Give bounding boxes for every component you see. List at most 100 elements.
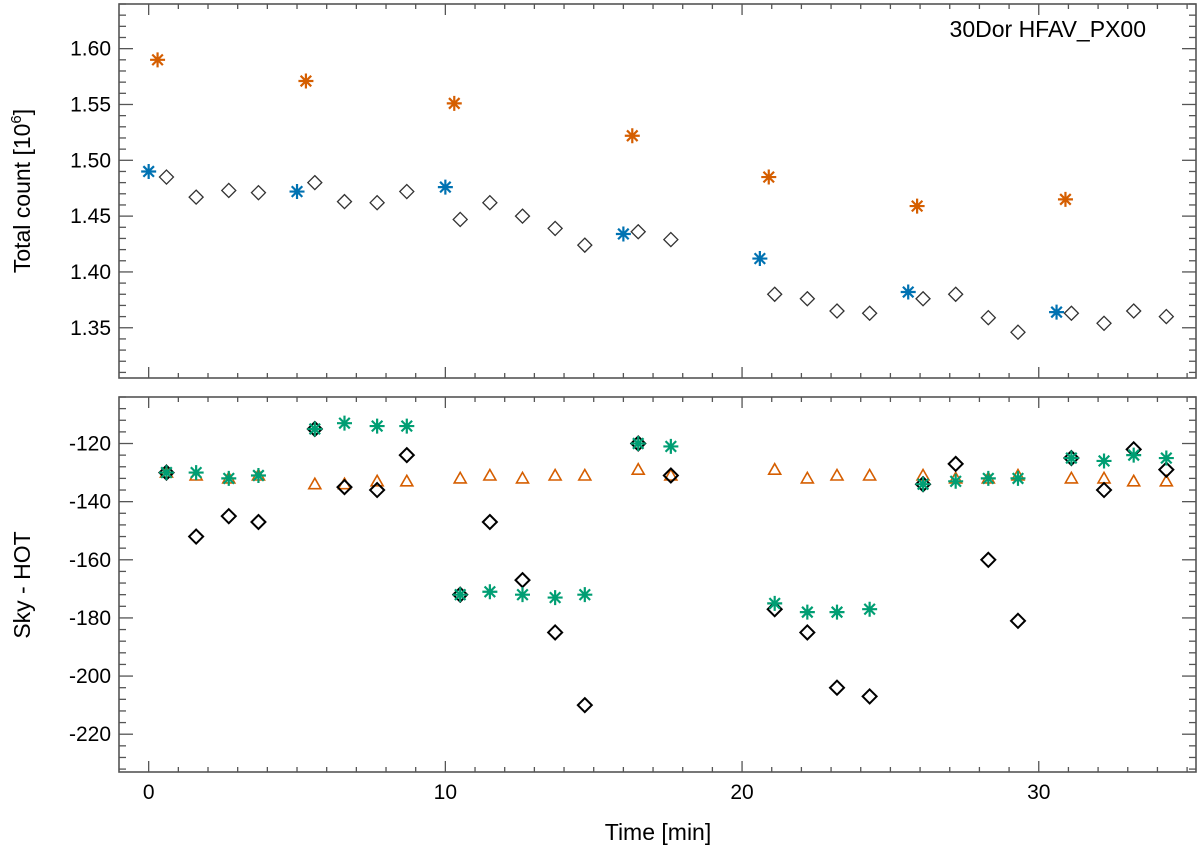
data-point xyxy=(452,211,469,228)
data-point xyxy=(662,467,680,484)
y-tick-label: -160 xyxy=(69,549,111,572)
data-point xyxy=(767,595,783,611)
data-point xyxy=(861,305,878,322)
data-point xyxy=(577,587,593,603)
data-point xyxy=(576,696,594,714)
data-point xyxy=(1063,450,1079,466)
data-point xyxy=(1009,612,1027,630)
data-point xyxy=(799,290,816,307)
data-point xyxy=(861,688,879,705)
data-point xyxy=(289,184,305,200)
data-point xyxy=(515,470,530,484)
x-tick-label: 30 xyxy=(1027,781,1050,804)
data-point xyxy=(1095,481,1113,499)
y-tick-label: 1.50 xyxy=(70,149,111,172)
data-point xyxy=(948,473,964,489)
data-point xyxy=(187,528,205,545)
data-point xyxy=(767,462,783,475)
data-point xyxy=(761,169,777,185)
series-green-asterisk xyxy=(158,415,1174,620)
bottom-y-axis-title: Sky - HOT xyxy=(9,531,35,638)
data-point xyxy=(188,465,204,481)
data-point xyxy=(307,476,323,490)
y-axis-title-exponent: 6 xyxy=(8,115,25,123)
data-point xyxy=(437,179,453,195)
data-point xyxy=(1010,324,1026,341)
data-point xyxy=(663,438,679,454)
data-point xyxy=(368,481,386,499)
series-black-diamond xyxy=(158,420,1175,714)
x-tick-label: 10 xyxy=(434,781,457,804)
plot-annotation: 30Dor HFAV_PX00 xyxy=(950,16,1146,42)
data-point xyxy=(369,418,385,434)
series-blue-asterisk xyxy=(141,163,1065,320)
data-point xyxy=(306,174,323,191)
data-point xyxy=(298,73,314,89)
data-point xyxy=(909,198,925,214)
data-point xyxy=(663,467,679,481)
y-tick-label: 1.55 xyxy=(70,93,111,116)
data-point xyxy=(481,194,498,211)
y-tick-label: -200 xyxy=(69,665,111,688)
data-point xyxy=(482,584,498,600)
data-point xyxy=(547,590,563,606)
data-point xyxy=(482,467,498,481)
data-point xyxy=(1158,450,1174,466)
data-point xyxy=(828,679,846,697)
data-point xyxy=(979,551,997,569)
data-point xyxy=(1096,453,1112,469)
data-point xyxy=(766,286,783,303)
data-point xyxy=(829,467,845,481)
data-point xyxy=(452,587,468,603)
data-point xyxy=(799,604,815,620)
data-point xyxy=(980,470,996,486)
bottom-ticks: 0 10 20 30 -220 -200 -180 -160 -140 -120 xyxy=(69,396,1196,804)
data-point xyxy=(1010,470,1026,486)
data-point xyxy=(1125,303,1142,319)
data-point xyxy=(188,189,205,206)
y-tick-label: -140 xyxy=(69,491,111,514)
data-point xyxy=(336,193,353,210)
data-point xyxy=(514,571,531,589)
data-point xyxy=(1096,470,1112,484)
data-point xyxy=(1096,315,1112,332)
top-y-axis-title: Total count [106] xyxy=(8,109,35,273)
data-point xyxy=(250,513,267,531)
data-point xyxy=(547,467,563,481)
y-tick-label: 1.35 xyxy=(70,317,111,340)
y-axis-title-main: Total count [10 xyxy=(9,124,35,274)
data-point xyxy=(398,183,415,200)
data-point xyxy=(452,470,468,484)
data-point xyxy=(141,163,157,179)
top-plot-frame xyxy=(118,3,1197,379)
data-point xyxy=(220,182,237,199)
data-point xyxy=(250,467,266,483)
data-point xyxy=(158,465,174,481)
data-point xyxy=(446,95,462,111)
data-point xyxy=(576,237,593,254)
data-point xyxy=(947,455,965,473)
data-point xyxy=(630,223,647,240)
data-point xyxy=(630,436,646,452)
series-open-diamond xyxy=(158,169,1175,341)
data-point xyxy=(398,446,416,464)
data-point xyxy=(307,421,323,437)
data-point xyxy=(150,52,166,68)
x-axis-title: Time [min] xyxy=(605,819,712,845)
data-point xyxy=(514,208,531,225)
data-point xyxy=(799,470,815,484)
data-point xyxy=(547,220,564,237)
data-point xyxy=(336,415,352,431)
data-point xyxy=(980,309,997,326)
data-point xyxy=(915,290,931,307)
data-point xyxy=(577,467,593,481)
data-point xyxy=(369,473,385,487)
top-ticks: 1.35 1.40 1.45 1.50 1.55 1.60 xyxy=(70,3,1196,378)
data-point xyxy=(624,128,640,144)
data-point xyxy=(515,587,531,603)
data-point xyxy=(1063,305,1080,322)
data-point xyxy=(1057,191,1073,207)
top-marks xyxy=(141,52,1175,341)
data-point xyxy=(615,226,631,242)
